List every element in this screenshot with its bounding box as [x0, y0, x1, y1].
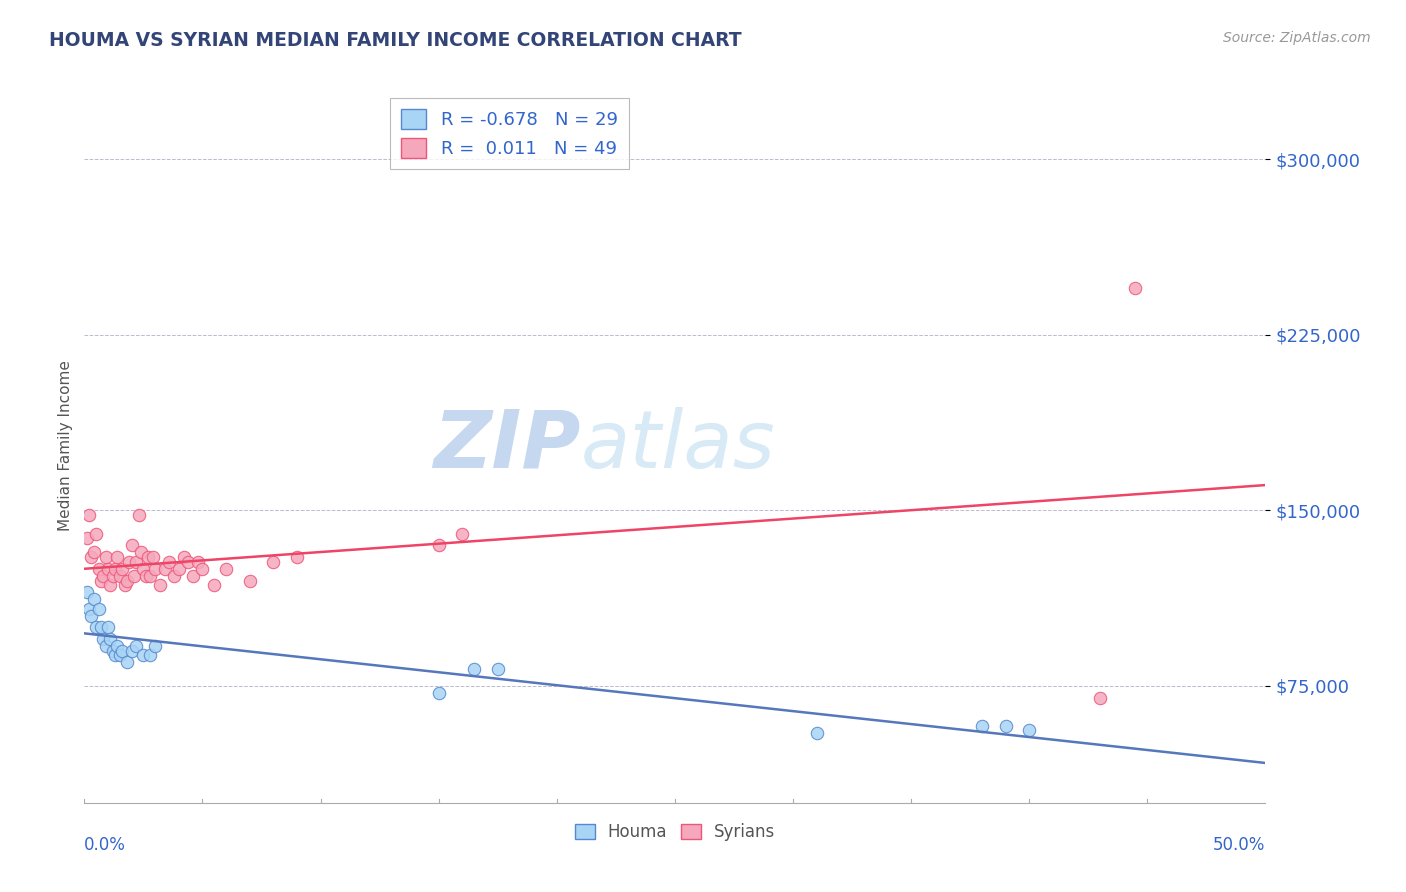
Point: [167, 562, 190, 576]
Point: [970, 718, 993, 732]
Point: [91, 632, 114, 646]
Point: [121, 538, 143, 552]
Point: [115, 656, 138, 670]
Point: [128, 508, 150, 522]
Point: [1125, 281, 1147, 295]
Point: [87, 601, 110, 615]
Point: [101, 569, 124, 583]
Point: [104, 562, 127, 576]
Point: [143, 562, 166, 576]
Point: [806, 725, 828, 739]
Point: [111, 562, 134, 576]
Point: [157, 555, 180, 569]
Point: [115, 574, 138, 588]
Point: [83, 592, 105, 607]
Point: [90, 620, 112, 634]
Point: [132, 648, 155, 663]
Point: [173, 550, 195, 565]
Point: [994, 718, 1017, 732]
Point: [83, 545, 105, 559]
Point: [239, 574, 262, 588]
Text: atlas: atlas: [581, 407, 775, 485]
Point: [1088, 690, 1111, 705]
Point: [97, 620, 120, 634]
Point: [104, 648, 127, 663]
Point: [427, 538, 450, 552]
Point: [153, 562, 176, 576]
Point: [125, 555, 148, 569]
Point: [122, 569, 145, 583]
Point: [136, 550, 159, 565]
Point: [101, 644, 124, 658]
Text: Source: ZipAtlas.com: Source: ZipAtlas.com: [1223, 31, 1371, 45]
Point: [98, 578, 121, 592]
Point: [76, 532, 98, 546]
Point: [143, 639, 166, 653]
Point: [125, 639, 148, 653]
Point: [76, 585, 98, 599]
Point: [451, 526, 474, 541]
Point: [215, 562, 238, 576]
Point: [84, 526, 107, 541]
Point: [87, 562, 110, 576]
Point: [129, 545, 152, 559]
Point: [163, 569, 186, 583]
Point: [94, 639, 117, 653]
Point: [149, 578, 172, 592]
Point: [121, 644, 143, 658]
Point: [118, 555, 141, 569]
Point: [139, 569, 162, 583]
Text: HOUMA VS SYRIAN MEDIAN FAMILY INCOME CORRELATION CHART: HOUMA VS SYRIAN MEDIAN FAMILY INCOME COR…: [49, 31, 742, 50]
Point: [80, 550, 103, 565]
Point: [90, 574, 112, 588]
Point: [262, 555, 284, 569]
Text: ZIP: ZIP: [433, 407, 581, 485]
Y-axis label: Median Family Income: Median Family Income: [58, 360, 73, 532]
Point: [427, 686, 450, 700]
Point: [135, 569, 157, 583]
Point: [94, 550, 117, 565]
Point: [98, 632, 121, 646]
Legend: Houma, Syrians: Houma, Syrians: [568, 817, 782, 848]
Point: [91, 569, 114, 583]
Point: [1018, 723, 1040, 738]
Point: [108, 648, 131, 663]
Point: [191, 562, 214, 576]
Point: [80, 608, 103, 623]
Text: 0.0%: 0.0%: [84, 836, 127, 854]
Point: [97, 562, 120, 576]
Point: [132, 562, 155, 576]
Point: [139, 648, 162, 663]
Point: [463, 662, 485, 676]
Point: [187, 555, 209, 569]
Point: [107, 550, 129, 565]
Point: [486, 662, 509, 676]
Point: [181, 569, 204, 583]
Point: [111, 644, 134, 658]
Point: [77, 508, 100, 522]
Point: [114, 578, 136, 592]
Point: [142, 550, 165, 565]
Point: [107, 639, 129, 653]
Text: 50.0%: 50.0%: [1213, 836, 1265, 854]
Point: [177, 555, 200, 569]
Point: [285, 550, 308, 565]
Point: [84, 620, 107, 634]
Point: [108, 569, 131, 583]
Point: [77, 601, 100, 615]
Point: [202, 578, 225, 592]
